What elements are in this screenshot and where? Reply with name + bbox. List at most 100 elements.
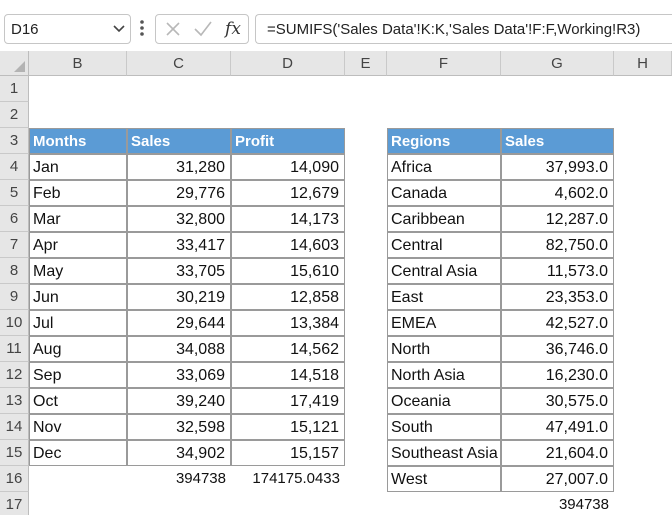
table-header-cell[interactable]: Regions — [387, 128, 501, 154]
sales-cell[interactable]: 32,800 — [127, 206, 231, 232]
month-cell[interactable]: Jan — [29, 154, 127, 180]
enter-button[interactable] — [188, 15, 218, 43]
row-header[interactable]: 15 — [0, 440, 29, 466]
month-cell[interactable]: Oct — [29, 388, 127, 414]
profit-cell[interactable]: 12,679 — [231, 180, 345, 206]
profit-cell[interactable]: 14,173 — [231, 206, 345, 232]
region-sales-cell[interactable]: 12,287.0 — [501, 206, 614, 232]
sales-cell[interactable]: 34,088 — [127, 336, 231, 362]
region-sales-cell[interactable]: 23,353.0 — [501, 284, 614, 310]
region-sales-cell[interactable]: 27,007.0 — [501, 466, 614, 492]
row-header[interactable]: 8 — [0, 258, 29, 284]
region-cell[interactable]: South — [387, 414, 501, 440]
row-header[interactable]: 14 — [0, 414, 29, 440]
month-cell[interactable]: Jul — [29, 310, 127, 336]
column-header-h[interactable]: H — [614, 51, 672, 76]
sales-cell[interactable]: 32,598 — [127, 414, 231, 440]
sales-cell[interactable]: 31,280 — [127, 154, 231, 180]
more-options-icon[interactable] — [137, 16, 147, 40]
region-cell[interactable]: Southeast Asia — [387, 440, 501, 466]
row-header[interactable]: 2 — [0, 102, 29, 128]
row-header[interactable]: 4 — [0, 154, 29, 180]
month-cell[interactable]: Apr — [29, 232, 127, 258]
row-header[interactable]: 17 — [0, 492, 29, 515]
region-cell[interactable]: West — [387, 466, 501, 492]
month-cell[interactable]: Nov — [29, 414, 127, 440]
profit-cell[interactable]: 15,157 — [231, 440, 345, 466]
month-cell[interactable]: Sep — [29, 362, 127, 388]
name-box[interactable]: D16 — [4, 14, 131, 44]
month-cell[interactable]: May — [29, 258, 127, 284]
column-header-b[interactable]: B — [29, 51, 127, 76]
region-sales-cell[interactable]: 82,750.0 — [501, 232, 614, 258]
region-cell[interactable]: Africa — [387, 154, 501, 180]
region-sales-cell[interactable]: 36,746.0 — [501, 336, 614, 362]
row-header[interactable]: 10 — [0, 310, 29, 336]
region-cell[interactable]: North — [387, 336, 501, 362]
profit-cell[interactable]: 15,610 — [231, 258, 345, 284]
region-sales-cell[interactable]: 47,491.0 — [501, 414, 614, 440]
profit-cell[interactable]: 14,562 — [231, 336, 345, 362]
sales-cell[interactable]: 39,240 — [127, 388, 231, 414]
sales-total-cell[interactable]: 394738 — [175, 470, 226, 487]
sales-cell[interactable]: 34,902 — [127, 440, 231, 466]
row-header[interactable]: 5 — [0, 180, 29, 206]
month-cell[interactable]: Feb — [29, 180, 127, 206]
row-header[interactable]: 9 — [0, 284, 29, 310]
column-header-g[interactable]: G — [501, 51, 614, 76]
month-cell[interactable]: Dec — [29, 440, 127, 466]
select-all-corner[interactable] — [0, 51, 29, 76]
profit-cell[interactable]: 14,518 — [231, 362, 345, 388]
region-sales-cell[interactable]: 37,993.0 — [501, 154, 614, 180]
region-cell[interactable]: Central Asia — [387, 258, 501, 284]
table-header-cell[interactable]: Sales — [501, 128, 614, 154]
formula-input[interactable]: =SUMIFS('Sales Data'!K:K,'Sales Data'!F:… — [255, 14, 672, 44]
profit-cell[interactable]: 13,384 — [231, 310, 345, 336]
sales-cell[interactable]: 30,219 — [127, 284, 231, 310]
region-sales-cell[interactable]: 4,602.0 — [501, 180, 614, 206]
column-header-e[interactable]: E — [345, 51, 387, 76]
table-header-cell[interactable]: Profit — [231, 128, 345, 154]
cancel-button[interactable] — [158, 15, 188, 43]
month-cell[interactable]: Aug — [29, 336, 127, 362]
region-cell[interactable]: North Asia — [387, 362, 501, 388]
row-header[interactable]: 11 — [0, 336, 29, 362]
region-sales-cell[interactable]: 21,604.0 — [501, 440, 614, 466]
month-cell[interactable]: Jun — [29, 284, 127, 310]
region-cell[interactable]: Caribbean — [387, 206, 501, 232]
profit-cell[interactable]: 17,419 — [231, 388, 345, 414]
column-header-f[interactable]: F — [387, 51, 501, 76]
column-header-d[interactable]: D — [231, 51, 345, 76]
sales-cell[interactable]: 29,644 — [127, 310, 231, 336]
row-header[interactable]: 13 — [0, 388, 29, 414]
row-header[interactable]: 7 — [0, 232, 29, 258]
region-sales-cell[interactable]: 30,575.0 — [501, 388, 614, 414]
sales-cell[interactable]: 33,417 — [127, 232, 231, 258]
sales-cell[interactable]: 33,705 — [127, 258, 231, 284]
chevron-down-icon[interactable] — [113, 24, 125, 34]
row-header[interactable]: 16 — [0, 466, 29, 492]
profit-total-cell[interactable]: 174175.0433 — [252, 470, 340, 487]
row-header[interactable]: 12 — [0, 362, 29, 388]
table-header-cell[interactable]: Months — [29, 128, 127, 154]
table-header-cell[interactable]: Sales — [127, 128, 231, 154]
region-cell[interactable]: East — [387, 284, 501, 310]
region-sales-cell[interactable]: 16,230.0 — [501, 362, 614, 388]
insert-function-button[interactable]: fx — [218, 15, 248, 43]
sales-cell[interactable]: 29,776 — [127, 180, 231, 206]
region-cell[interactable]: Central — [387, 232, 501, 258]
sales-cell[interactable]: 33,069 — [127, 362, 231, 388]
region-sales-cell[interactable]: 11,573.0 — [501, 258, 614, 284]
column-header-c[interactable]: C — [127, 51, 231, 76]
profit-cell[interactable]: 14,603 — [231, 232, 345, 258]
profit-cell[interactable]: 12,858 — [231, 284, 345, 310]
region-cell[interactable]: Canada — [387, 180, 501, 206]
region-total-cell[interactable]: 394738 — [558, 496, 609, 513]
row-header[interactable]: 3 — [0, 128, 29, 154]
region-cell[interactable]: EMEA — [387, 310, 501, 336]
row-header[interactable]: 1 — [0, 76, 29, 102]
region-cell[interactable]: Oceania — [387, 388, 501, 414]
region-sales-cell[interactable]: 42,527.0 — [501, 310, 614, 336]
row-header[interactable]: 6 — [0, 206, 29, 232]
profit-cell[interactable]: 15,121 — [231, 414, 345, 440]
